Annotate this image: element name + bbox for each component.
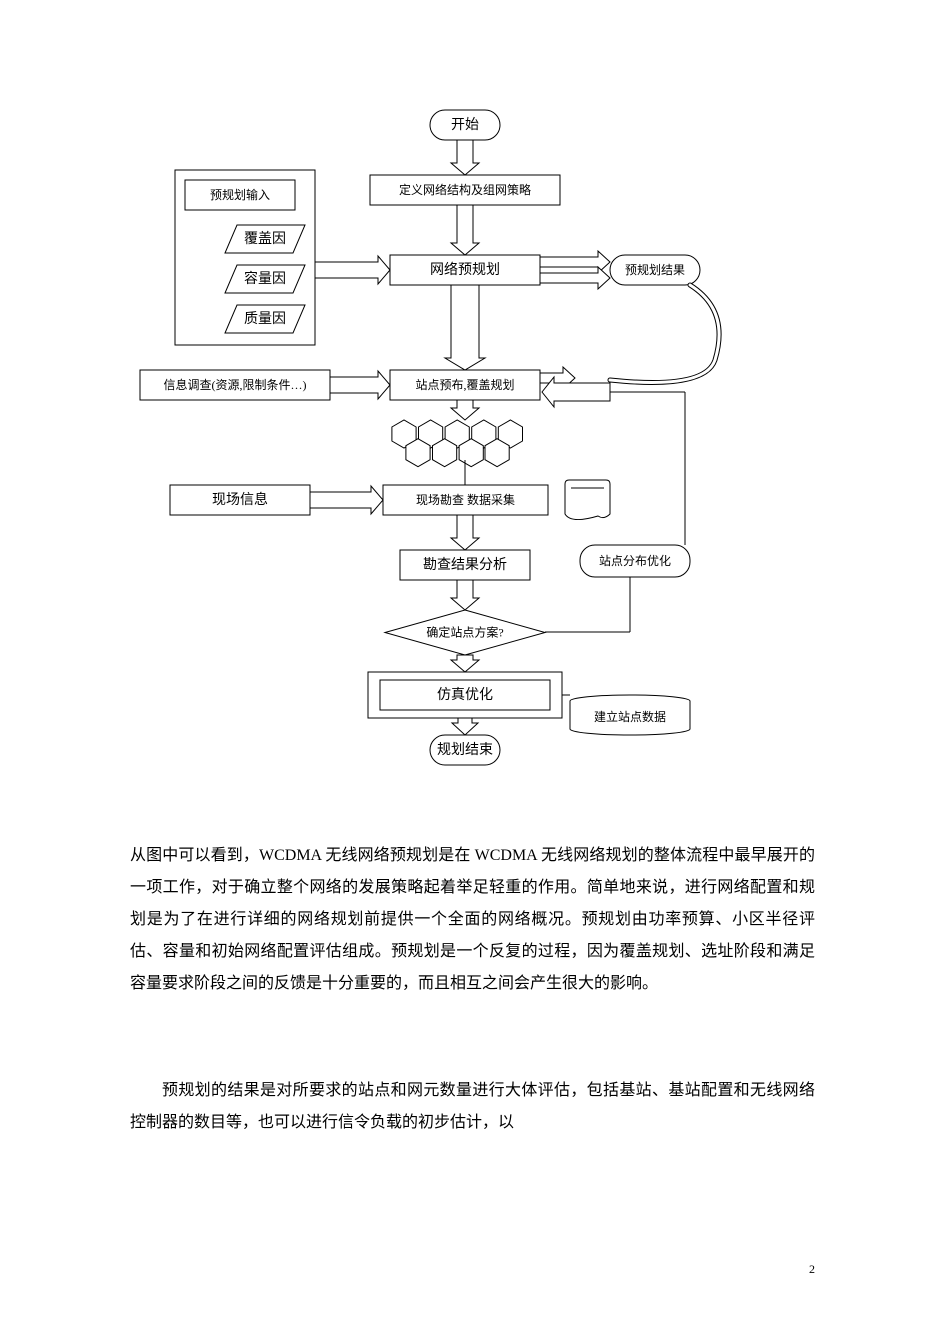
paragraph-2: 预规划的结果是对所要求的站点和网元数量进行大体评估，包括基站、基站配置和无线网络… — [130, 1075, 815, 1139]
svg-text:建立站点数据: 建立站点数据 — [594, 709, 666, 724]
svg-text:规划结束: 规划结束 — [437, 742, 493, 758]
svg-text:仿真优化: 仿真优化 — [437, 687, 493, 703]
svg-text:信息调查(资源,限制条件…): 信息调查(资源,限制条件…) — [164, 377, 307, 392]
flowchart-diagram: 开始定义网络结构及组网策略 预规划输入覆盖因容量因质量因 网络预规划 预规划结果信息调… — [130, 100, 730, 780]
paragraph-1-text: 从图中可以看到，WCDMA 无线网络预规划是在 WCDMA 无线网络规划的整体流… — [130, 847, 815, 992]
svg-text:现场勘查 数据采集: 现场勘查 数据采集 — [416, 492, 515, 507]
svg-text:现场信息: 现场信息 — [212, 491, 268, 508]
svg-text:站点分布优化: 站点分布优化 — [599, 554, 671, 568]
page-number: 2 — [809, 1262, 815, 1277]
paragraph-1: 从图中可以看到，WCDMA 无线网络预规划是在 WCDMA 无线网络规划的整体流… — [130, 840, 815, 1000]
page: 开始定义网络结构及组网策略 预规划输入覆盖因容量因质量因 网络预规划 预规划结果信息调… — [0, 0, 945, 1337]
svg-text:勘查结果分析: 勘查结果分析 — [423, 557, 507, 573]
paragraph-2-text: 预规划的结果是对所要求的站点和网元数量进行大体评估，包括基站、基站配置和无线网络… — [130, 1082, 815, 1131]
svg-text:质量因: 质量因 — [244, 311, 286, 327]
svg-text:容量因: 容量因 — [244, 270, 286, 287]
svg-text:开始: 开始 — [451, 117, 479, 133]
svg-text:预规划输入: 预规划输入 — [210, 187, 270, 202]
svg-text:网络预规划: 网络预规划 — [430, 262, 500, 278]
svg-text:确定站点方案?: 确定站点方案? — [426, 624, 503, 639]
svg-text:站点预布,覆盖规划: 站点预布,覆盖规划 — [415, 377, 514, 392]
svg-text:预规划结果: 预规划结果 — [625, 262, 685, 277]
svg-text:定义网络结构及组网策略: 定义网络结构及组网策略 — [399, 182, 531, 197]
svg-text:覆盖因: 覆盖因 — [244, 231, 286, 247]
